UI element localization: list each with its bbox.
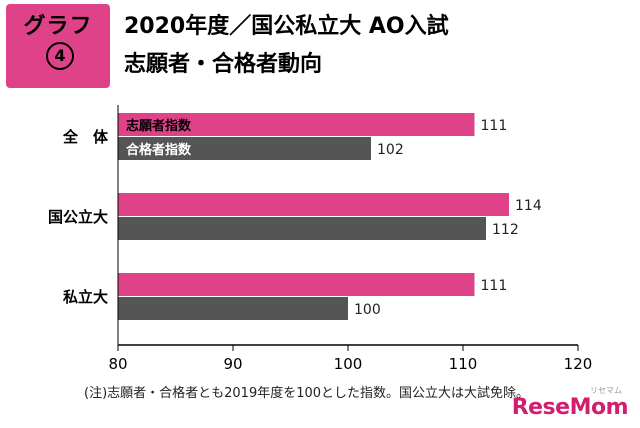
bar-passers <box>118 137 371 160</box>
bar-applicants <box>118 113 475 136</box>
footnote: (注)志願者・合格者とも2019年度を100とした指数。国公立大は大試免除。 <box>84 386 530 401</box>
chart-subtitle: 志願者・合格者動向 <box>124 52 323 77</box>
data-label: 102 <box>377 142 404 158</box>
graph-badge: グラフ 4 <box>6 4 110 88</box>
data-label: 111 <box>481 278 508 294</box>
badge-label: グラフ <box>23 14 93 39</box>
data-label: 112 <box>492 222 519 238</box>
data-label: 111 <box>481 118 508 134</box>
x-tick-label: 100 <box>334 355 363 373</box>
x-tick-label: 110 <box>449 355 478 373</box>
badge-number: 4 <box>46 42 74 70</box>
bar-applicants <box>118 193 509 216</box>
legend-label: 合格者指数 <box>126 142 192 158</box>
x-tick-label: 90 <box>223 355 242 373</box>
category-label: 国公立大 <box>48 208 108 226</box>
x-tick-label: 120 <box>564 355 593 373</box>
category-label: 私立大 <box>62 288 108 306</box>
bar-passers <box>118 297 348 320</box>
resemom-logo: ReseMom <box>511 395 629 420</box>
bar-passers <box>118 217 486 240</box>
data-label: 100 <box>354 302 381 318</box>
x-tick-label: 80 <box>108 355 127 373</box>
data-label: 114 <box>515 198 542 214</box>
category-label: 全 体 <box>62 128 109 146</box>
chart-title: 2020年度／国公私立大 AO入試 <box>124 14 449 39</box>
legend-label: 志願者指数 <box>126 118 192 134</box>
bar-applicants <box>118 273 475 296</box>
logo-subtext: リセマム <box>590 386 622 395</box>
